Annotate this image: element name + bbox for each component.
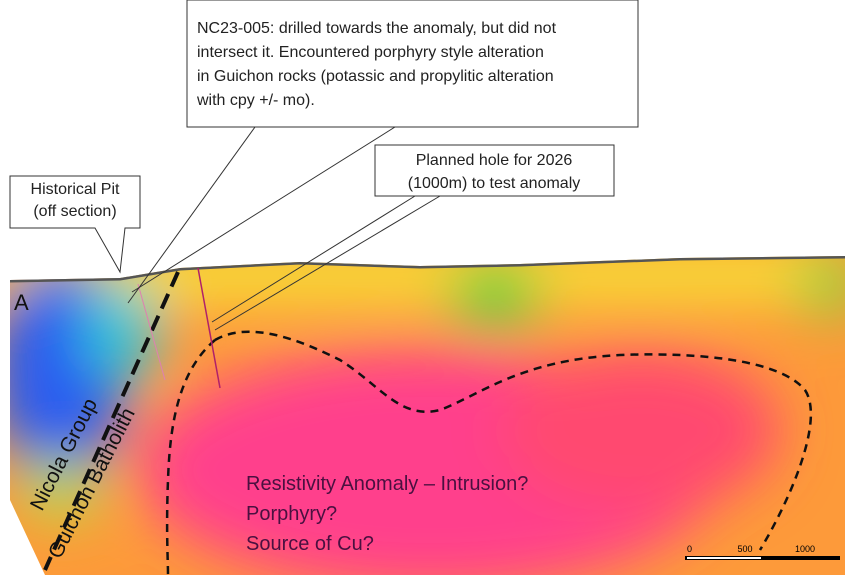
contact-line: [43, 271, 180, 571]
scale-label: 1000: [795, 544, 815, 554]
callout-text: Planned hole for 2026: [416, 152, 573, 169]
callout-text: in Guichon rocks (potassic and propyliti…: [197, 68, 554, 85]
anomaly-outline: [214, 330, 813, 551]
scale-bar: [685, 556, 840, 560]
callout-box: [9, 175, 141, 274]
callout-box: [186, 0, 639, 128]
anomaly-outline: [165, 339, 216, 576]
pointer: [127, 126, 256, 304]
resistivity-model: [10, 256, 845, 575]
pointer: [214, 195, 441, 331]
pointer: [131, 126, 396, 293]
callout-text: NC23-005: drilled towards the anomaly, b…: [197, 20, 557, 37]
anomaly-label: Source of Cu?: [246, 533, 374, 555]
callout-text: intersect it. Encountered porphyry style…: [197, 44, 544, 61]
section-end-label: A: [14, 290, 29, 315]
drill-hole: [197, 267, 221, 389]
anomaly-label: Porphyry?: [246, 503, 337, 525]
scale-label: 0: [687, 544, 692, 554]
callout-text: (1000m) to test anomaly: [408, 175, 581, 192]
callout-text: (off section): [33, 203, 116, 220]
anomaly-label: Resistivity Anomaly – Intrusion?: [246, 473, 528, 495]
scale-label: 500: [737, 544, 752, 554]
drill-hole: [137, 283, 166, 381]
pointer: [211, 195, 416, 323]
callout-text: with cpy +/- mo).: [196, 92, 315, 109]
callout-box: [374, 144, 615, 197]
callout-text: Historical Pit: [31, 181, 120, 198]
